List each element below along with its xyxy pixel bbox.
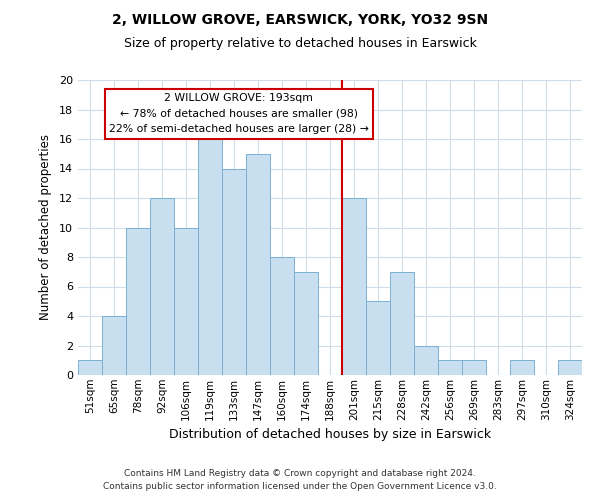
Text: 2, WILLOW GROVE, EARSWICK, YORK, YO32 9SN: 2, WILLOW GROVE, EARSWICK, YORK, YO32 9S… (112, 12, 488, 26)
Bar (198, 139, 222, 375)
Bar (150, 198, 174, 375)
Y-axis label: Number of detached properties: Number of detached properties (39, 134, 52, 320)
Bar (102, 316, 126, 375)
Bar (78, 360, 102, 375)
Bar (294, 272, 318, 375)
Bar (438, 360, 462, 375)
Bar (462, 360, 486, 375)
Bar (510, 360, 534, 375)
Text: 2 WILLOW GROVE: 193sqm
← 78% of detached houses are smaller (98)
22% of semi-det: 2 WILLOW GROVE: 193sqm ← 78% of detached… (109, 94, 369, 134)
Text: Contains public sector information licensed under the Open Government Licence v3: Contains public sector information licen… (103, 482, 497, 491)
Bar (174, 228, 198, 375)
Bar (222, 168, 246, 375)
Bar (342, 198, 366, 375)
Bar (366, 301, 390, 375)
Bar (126, 228, 150, 375)
Bar (414, 346, 438, 375)
Text: Size of property relative to detached houses in Earswick: Size of property relative to detached ho… (124, 38, 476, 51)
Bar (270, 257, 294, 375)
Bar (246, 154, 270, 375)
X-axis label: Distribution of detached houses by size in Earswick: Distribution of detached houses by size … (169, 428, 491, 441)
Bar (558, 360, 582, 375)
Bar (390, 272, 414, 375)
Text: Contains HM Land Registry data © Crown copyright and database right 2024.: Contains HM Land Registry data © Crown c… (124, 468, 476, 477)
